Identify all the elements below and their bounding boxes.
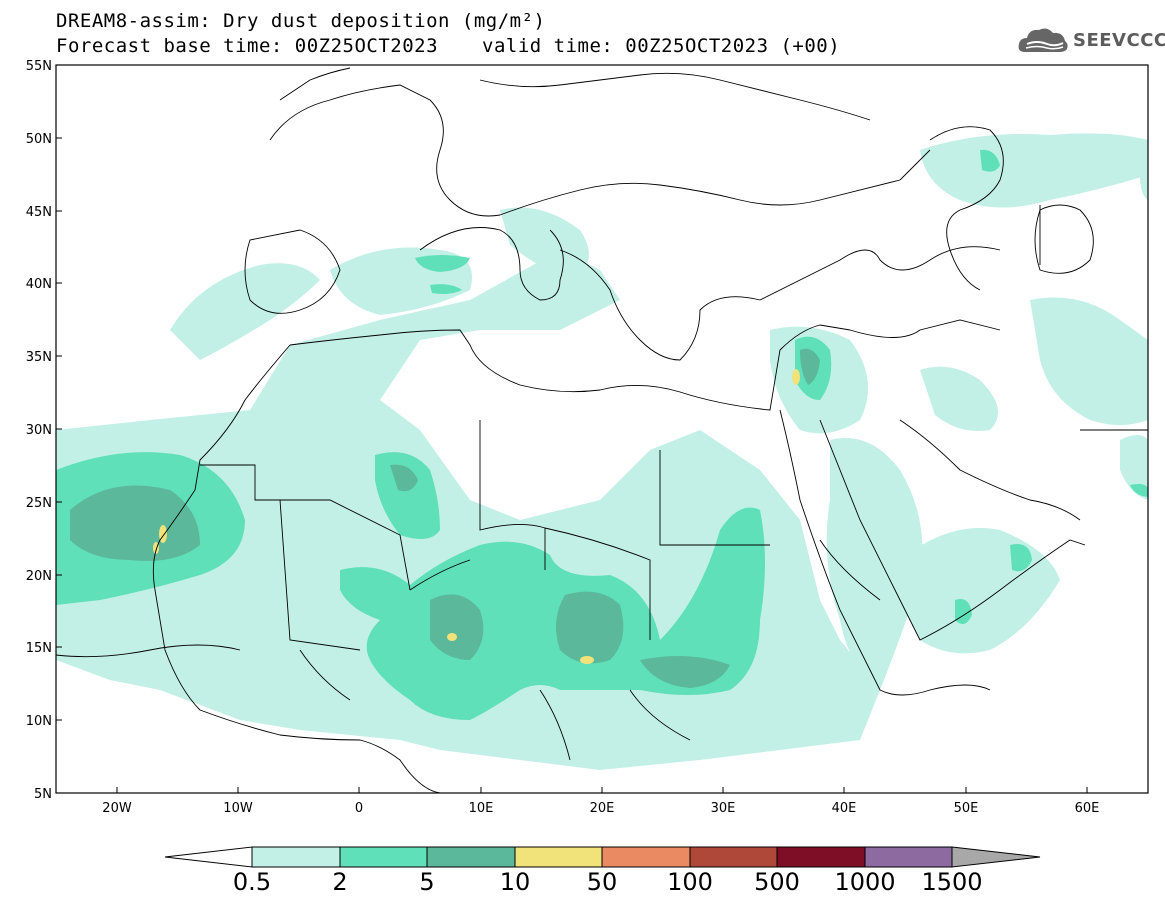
lat-tick: 5N [34, 787, 62, 802]
lat-tick: 45N [26, 205, 62, 220]
colorbar-label: 2 [332, 868, 348, 896]
lat-tick: 35N [26, 350, 62, 365]
lat-label: 20N [26, 569, 52, 584]
lat-tick: 15N [26, 641, 62, 656]
lat-tick: 25N [26, 496, 62, 511]
colorbar-swatch [601, 846, 691, 868]
lon-tick: 10E [469, 787, 494, 816]
lon-tick: 30E [711, 787, 736, 816]
colorbar-label: 1500 [921, 868, 983, 896]
colorbar-label: 100 [667, 868, 713, 896]
latitude-axis: 55N 50N 45N 40N 35N 30N 25N 20N 15N 10N … [26, 59, 62, 802]
lat-tick: 55N [26, 59, 62, 74]
colorbar-swatch [689, 846, 778, 868]
lon-tick: 50E [954, 787, 979, 816]
lon-tick: 60E [1075, 787, 1100, 816]
colorbar-label: 0.5 [232, 868, 272, 896]
lon-tick: 20E [590, 787, 615, 816]
lon-label: 10W [223, 801, 253, 816]
lat-tick: 20N [26, 569, 62, 584]
lat-label: 55N [26, 59, 52, 74]
colorbar-swatch [426, 846, 516, 868]
colorbar-label: 50 [586, 868, 618, 896]
deposition-fields [56, 67, 1148, 793]
colorbar-under-arrow [164, 846, 253, 868]
lon-label: 0 [355, 801, 363, 816]
lat-label: 40N [26, 277, 52, 292]
lat-label: 30N [26, 423, 52, 438]
colorbar-label: 10 [499, 868, 531, 896]
colorbar-label: 1000 [834, 868, 896, 896]
colorbar-swatch [339, 846, 428, 868]
deposition-level-3 [70, 348, 820, 688]
colorbar-over-arrow [951, 846, 1041, 868]
lat-label: 15N [26, 641, 52, 656]
coastlines-borders [56, 67, 1148, 793]
lat-tick: 10N [26, 714, 62, 729]
lon-label: 50E [954, 801, 979, 816]
lon-label: 10E [469, 801, 494, 816]
colorbar [164, 846, 1041, 868]
lat-label: 10N [26, 714, 52, 729]
lon-tick: 10W [223, 787, 253, 816]
valid-time: valid time: 00Z25OCT2023 (+00) [482, 35, 841, 57]
colorbar-swatch [514, 846, 603, 868]
colorbar-label: 500 [754, 868, 800, 896]
cloud-icon [1018, 28, 1068, 52]
seevccc-logo: SEEVCCC [1017, 24, 1165, 56]
lon-label: 30E [711, 801, 736, 816]
lat-tick: 30N [26, 423, 62, 438]
lon-label: 40E [832, 801, 857, 816]
longitude-axis: 20W 10W 0 10E 20E 30E 40E 50E 60E [102, 787, 1099, 816]
lon-label: 60E [1075, 801, 1100, 816]
lat-label: 50N [26, 132, 52, 147]
lon-tick: 20W [102, 787, 132, 816]
logo-text: SEEVCCC [1073, 29, 1165, 51]
lon-tick: 40E [832, 787, 857, 816]
lat-label: 5N [34, 787, 52, 802]
lon-label: 20W [102, 801, 132, 816]
lat-tick: 40N [26, 277, 62, 292]
colorbar-label: 5 [419, 868, 435, 896]
lon-tick: 0 [355, 787, 363, 816]
colorbar-swatch [776, 846, 866, 868]
forecast-base-time: Forecast base time: 00Z25OCT2023 [56, 35, 439, 57]
lon-label: 20E [590, 801, 615, 816]
lat-label: 45N [26, 205, 52, 220]
colorbar-swatch [864, 846, 953, 868]
lat-label: 25N [26, 496, 52, 511]
map-title: DREAM8-assim: Dry dust deposition (mg/m²… [56, 10, 546, 32]
lat-label: 35N [26, 350, 52, 365]
colorbar-swatch [251, 846, 341, 868]
lat-tick: 50N [26, 132, 62, 147]
deposition-level-4 [153, 369, 800, 664]
